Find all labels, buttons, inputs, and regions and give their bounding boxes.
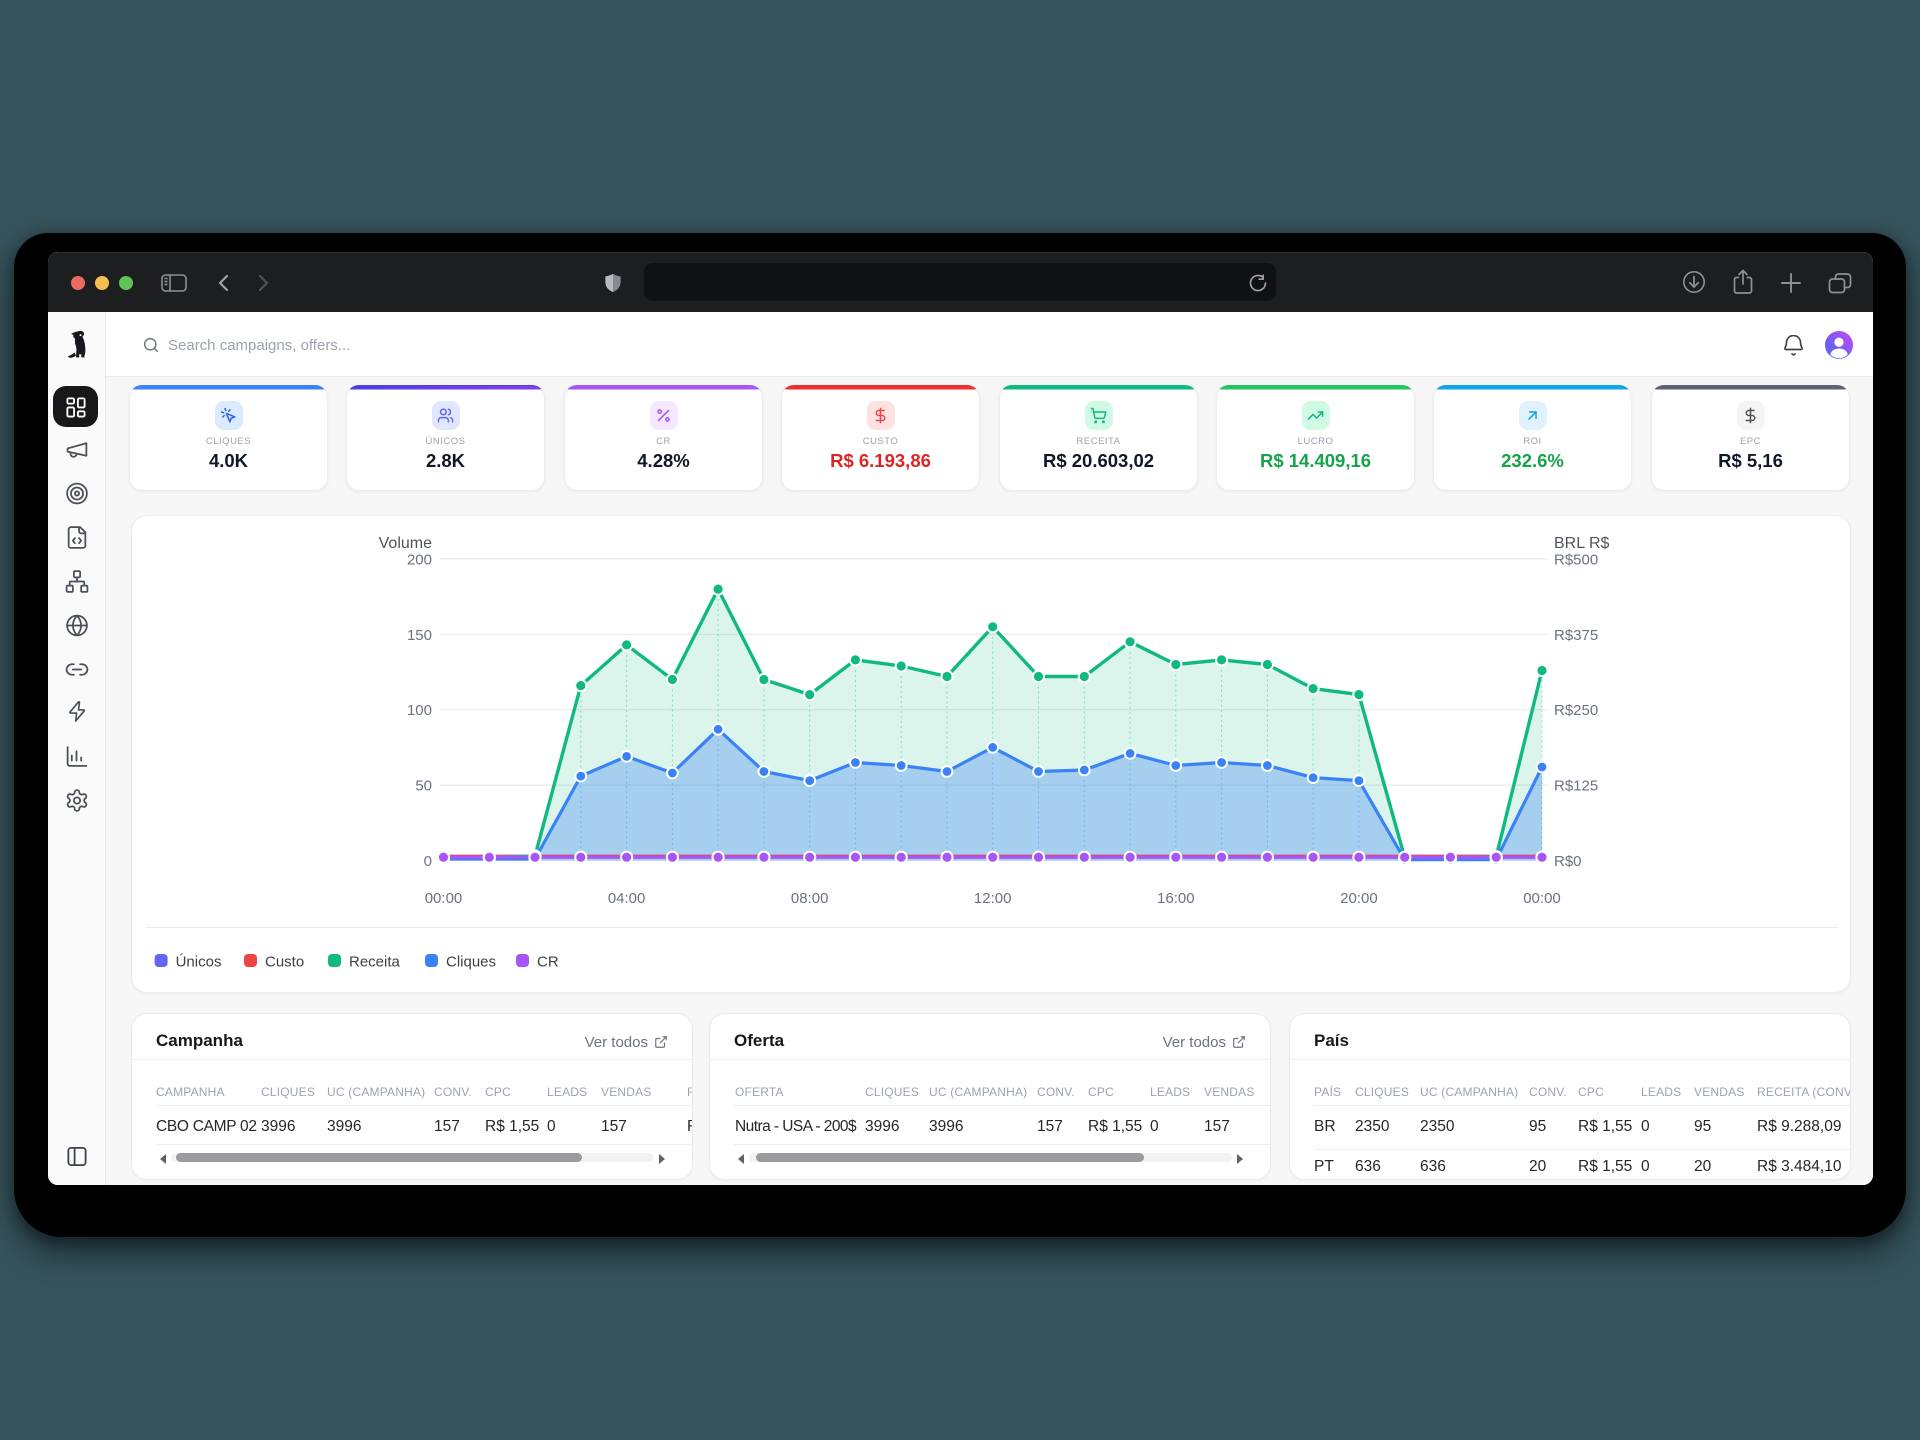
- svg-text:R$500: R$500: [1554, 551, 1598, 568]
- svg-text:R$250: R$250: [1554, 702, 1598, 719]
- svg-text:Receita: Receita: [349, 954, 401, 971]
- svg-text:R$0: R$0: [1554, 853, 1582, 870]
- svg-text:Únicos: Únicos: [176, 954, 222, 971]
- svg-text:BRL R$: BRL R$: [1554, 535, 1610, 552]
- svg-text:R$375: R$375: [1554, 627, 1598, 644]
- svg-text:16:00: 16:00: [1157, 890, 1195, 907]
- svg-text:12:00: 12:00: [974, 890, 1012, 907]
- svg-text:Custo: Custo: [265, 954, 304, 971]
- svg-text:100: 100: [407, 702, 432, 719]
- svg-text:CR: CR: [537, 954, 559, 971]
- svg-text:08:00: 08:00: [791, 890, 829, 907]
- svg-text:R$125: R$125: [1554, 778, 1598, 795]
- svg-text:Volume: Volume: [379, 535, 432, 552]
- svg-text:00:00: 00:00: [1523, 890, 1561, 907]
- svg-text:200: 200: [407, 551, 432, 568]
- svg-text:150: 150: [407, 627, 432, 644]
- svg-text:20:00: 20:00: [1340, 890, 1378, 907]
- svg-text:04:00: 04:00: [608, 890, 646, 907]
- svg-text:Cliques: Cliques: [446, 954, 496, 971]
- svg-text:0: 0: [424, 853, 432, 870]
- svg-text:50: 50: [415, 778, 432, 795]
- svg-text:00:00: 00:00: [425, 890, 463, 907]
